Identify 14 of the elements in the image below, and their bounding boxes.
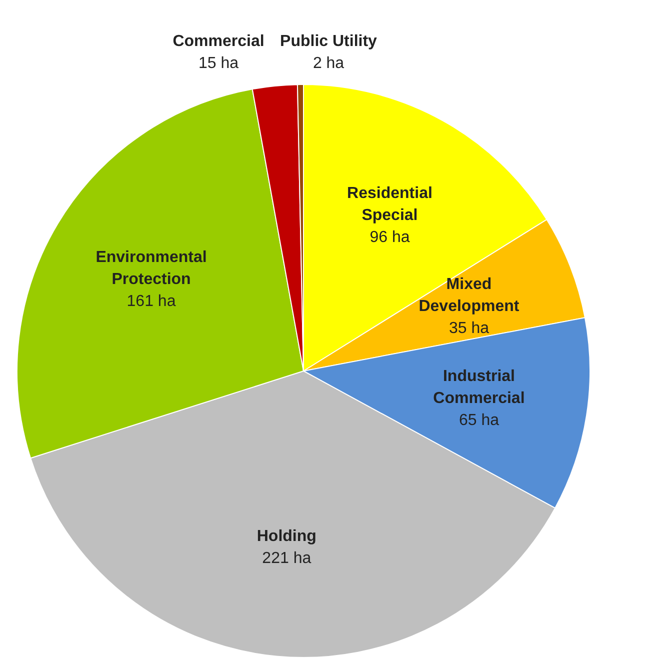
slice-label: Residential Special — [347, 185, 432, 224]
slice-label: Public Utility — [280, 32, 378, 50]
data-label: 65 ha — [458, 412, 500, 429]
slice-label: Holding — [256, 528, 316, 546]
data-label: 15 ha — [198, 54, 239, 72]
data-label: 96 ha — [370, 229, 410, 246]
slice-label: Commercial — [172, 32, 264, 50]
slice-label: Industrial Commercial — [433, 368, 525, 407]
data-label: 35 ha — [448, 320, 490, 337]
slice-label: Environmental Protection — [96, 248, 207, 288]
slice-label: Mixed Development — [418, 276, 520, 315]
data-label: 2 ha — [312, 54, 344, 72]
data-label: 161 ha — [126, 292, 176, 310]
data-label: 221 ha — [262, 550, 312, 568]
